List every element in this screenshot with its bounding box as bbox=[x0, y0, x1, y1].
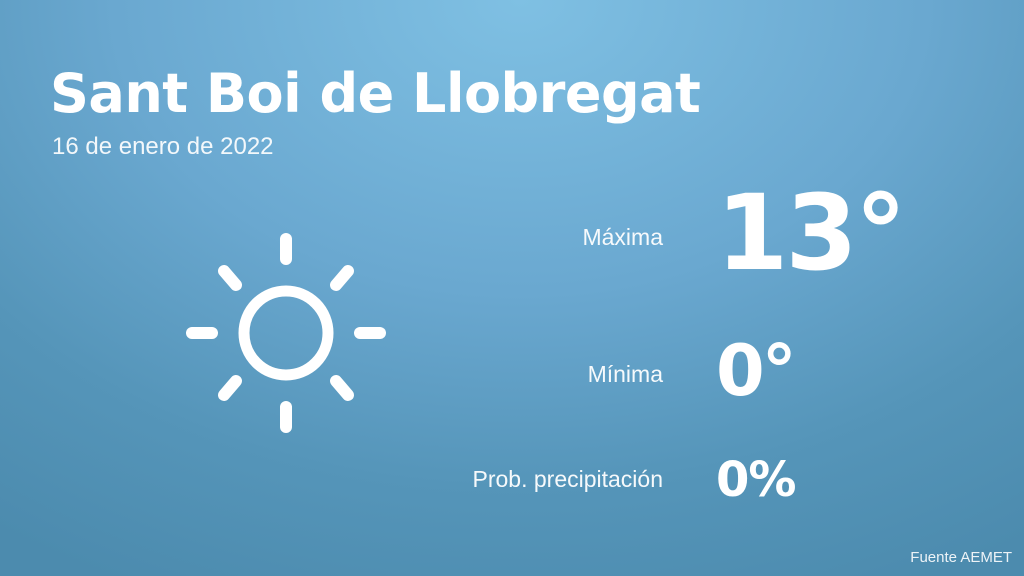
min-temp-label: Mínima bbox=[587, 361, 663, 387]
location-title: Sant Boi de Llobregat bbox=[50, 62, 701, 125]
source-credit: Fuente AEMET bbox=[910, 549, 1012, 566]
max-temp-label: Máxima bbox=[582, 224, 663, 250]
min-temp-value: 0° bbox=[716, 330, 797, 412]
forecast-date: 16 de enero de 2022 bbox=[52, 133, 274, 160]
precipitation-value: 0% bbox=[716, 452, 796, 508]
sun-icon bbox=[186, 233, 386, 433]
precipitation-label: Prob. precipitación bbox=[472, 466, 664, 492]
max-temp-value: 13° bbox=[716, 172, 907, 294]
